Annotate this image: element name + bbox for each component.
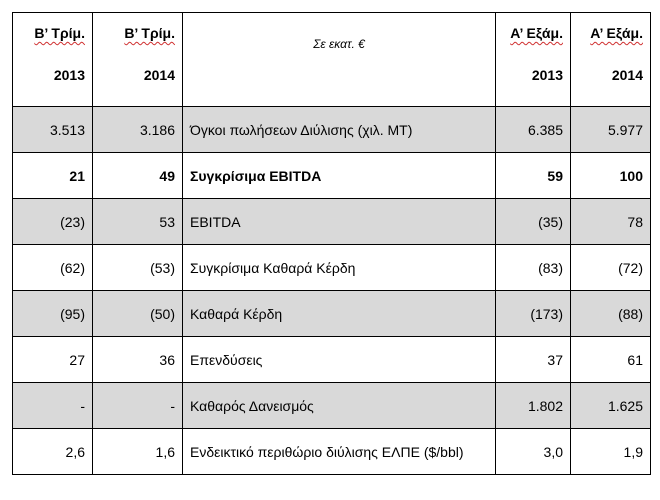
cell-q2-2013: (95) [12, 290, 93, 337]
cell-q2-2013: (62) [12, 244, 93, 291]
row-label: Επενδύσεις [182, 336, 496, 383]
header-q2-2013-year: 2013 [53, 67, 85, 83]
header-q2-2014-period: Β’ Τρίμ. [124, 25, 175, 41]
cell-q2-2014: 3.186 [92, 106, 183, 153]
row-label: Όγκοι πωλήσεων Διύλισης (χιλ. ΜΤ) [182, 106, 496, 153]
cell-q2-2014: (53) [92, 244, 183, 291]
header-h1-2014-period: Α’ Εξάμ. [590, 25, 643, 41]
cell-h1-2013: 1.802 [495, 382, 571, 429]
row-label: Συγκρίσιμα Καθαρά Κέρδη [182, 244, 496, 291]
cell-h1-2014: 5.977 [570, 106, 651, 153]
cell-h1-2013: (35) [495, 198, 571, 245]
header-q2-2013-period: Β’ Τρίμ. [34, 25, 85, 41]
cell-q2-2014: 36 [92, 336, 183, 383]
header-h1-2013-period: Α’ Εξάμ. [510, 25, 563, 41]
cell-h1-2014: (88) [570, 290, 651, 337]
header-q2-2014: Β’ Τρίμ. 2014 [92, 12, 183, 107]
table-row: 27 36 Επενδύσεις 37 61 [12, 336, 651, 383]
header-h1-2014: Α’ Εξάμ. 2014 [570, 12, 651, 107]
cell-h1-2013: (173) [495, 290, 571, 337]
cell-h1-2013: (83) [495, 244, 571, 291]
header-q2-2013: Β’ Τρίμ. 2013 [12, 12, 93, 107]
row-label: Συγκρίσιμα EBITDA [182, 152, 496, 199]
cell-q2-2014: 53 [92, 198, 183, 245]
row-label: Καθαρός Δανεισμός [182, 382, 496, 429]
cell-q2-2014: - [92, 382, 183, 429]
cell-q2-2013: (23) [12, 198, 93, 245]
header-h1-2013-year: 2013 [531, 67, 563, 83]
cell-q2-2014: 49 [92, 152, 183, 199]
cell-h1-2013: 37 [495, 336, 571, 383]
table-row: 3.513 3.186 Όγκοι πωλήσεων Διύλισης (χιλ… [12, 106, 651, 153]
cell-q2-2014: (50) [92, 290, 183, 337]
table-row: (62) (53) Συγκρίσιμα Καθαρά Κέρδη (83) (… [12, 244, 651, 291]
table-header-row: Β’ Τρίμ. 2013 Β’ Τρίμ. 2014 Σε εκατ. € Α… [12, 12, 651, 107]
header-h1-2013: Α’ Εξάμ. 2013 [495, 12, 571, 107]
cell-h1-2013: 6.385 [495, 106, 571, 153]
cell-q2-2013: 21 [12, 152, 93, 199]
cell-h1-2014: 1,9 [570, 428, 651, 475]
cell-q2-2013: 3.513 [12, 106, 93, 153]
row-label: Καθαρά Κέρδη [182, 290, 496, 337]
cell-q2-2014: 1,6 [92, 428, 183, 475]
cell-h1-2013: 3,0 [495, 428, 571, 475]
table-row: (23) 53 EBITDA (35) 78 [12, 198, 651, 245]
header-units-label: Σε εκατ. € [182, 12, 496, 107]
cell-q2-2013: 27 [12, 336, 93, 383]
cell-q2-2013: 2,6 [12, 428, 93, 475]
header-h1-2014-year: 2014 [611, 67, 643, 83]
financial-results-table: Β’ Τρίμ. 2013 Β’ Τρίμ. 2014 Σε εκατ. € Α… [12, 12, 651, 475]
cell-h1-2014: 61 [570, 336, 651, 383]
table-row: (95) (50) Καθαρά Κέρδη (173) (88) [12, 290, 651, 337]
header-q2-2014-year: 2014 [143, 67, 175, 83]
cell-h1-2014: (72) [570, 244, 651, 291]
table-row: 21 49 Συγκρίσιμα EBITDA 59 100 [12, 152, 651, 199]
cell-q2-2013: - [12, 382, 93, 429]
cell-h1-2014: 78 [570, 198, 651, 245]
table-row: 2,6 1,6 Ενδεικτικό περιθώριο διύλισης ΕΛ… [12, 428, 651, 475]
table-row: - - Καθαρός Δανεισμός 1.802 1.625 [12, 382, 651, 429]
row-label: EBITDA [182, 198, 496, 245]
cell-h1-2014: 1.625 [570, 382, 651, 429]
row-label: Ενδεικτικό περιθώριο διύλισης ΕΛΠΕ ($/bb… [182, 428, 496, 475]
cell-h1-2013: 59 [495, 152, 571, 199]
cell-h1-2014: 100 [570, 152, 651, 199]
